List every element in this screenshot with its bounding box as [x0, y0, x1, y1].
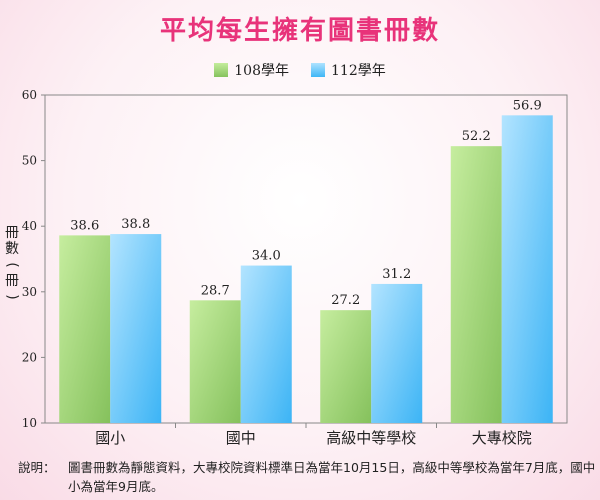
chart-title: 平均每生擁有圖書冊數 — [159, 16, 440, 46]
y-tick-label: 40 — [22, 219, 37, 233]
data-label: 28.7 — [201, 283, 230, 298]
footnote-label: 說明： — [18, 460, 56, 475]
legend-label-108: 108學年 — [234, 63, 289, 79]
bar-108 — [189, 300, 241, 423]
x-tick-label: 大專校院 — [472, 429, 532, 447]
footnote-text: 圖書冊數為靜態資料，大專校院資料標準日為當年10月15日，高級中等學校為當年7月… — [68, 460, 596, 494]
data-label: 38.8 — [121, 217, 150, 232]
data-label: 34.0 — [252, 249, 281, 264]
legend-swatch-108 — [214, 63, 229, 77]
legend-item-108: 108學年 — [214, 60, 289, 80]
y-tick-label: 60 — [22, 88, 37, 102]
y-axis-label: 冊 數 ( 冊 ) — [2, 225, 22, 305]
x-tick-label: 高級中等學校 — [326, 429, 416, 447]
y-axis-label-char-2: 數 — [5, 241, 19, 257]
bar-112 — [501, 115, 553, 423]
data-label: 31.2 — [382, 267, 411, 282]
y-axis-label-char-1: 冊 — [5, 225, 19, 241]
bar-108 — [59, 235, 111, 423]
x-tick-label: 國中 — [226, 429, 256, 447]
y-tick-label: 10 — [22, 416, 37, 430]
bar-112 — [110, 234, 162, 423]
bar-112 — [240, 265, 292, 423]
data-label: 38.6 — [70, 218, 99, 233]
data-label: 52.2 — [462, 129, 491, 144]
y-tick-label: 50 — [22, 154, 37, 168]
y-tick-label: 20 — [22, 350, 37, 364]
legend: 108學年 112學年 — [0, 60, 600, 80]
bar-108 — [450, 146, 502, 423]
y-tick-label: 30 — [22, 285, 37, 299]
bar-112 — [371, 283, 423, 423]
bar-108 — [320, 310, 372, 423]
legend-swatch-112 — [311, 63, 325, 77]
legend-label-112: 112學年 — [331, 63, 386, 79]
data-label: 56.9 — [513, 98, 542, 113]
data-label: 27.2 — [331, 293, 360, 308]
x-tick-label: 國小 — [95, 429, 125, 447]
y-axis-label-unit: 冊 — [5, 273, 19, 289]
legend-item-112: 112學年 — [311, 60, 386, 80]
